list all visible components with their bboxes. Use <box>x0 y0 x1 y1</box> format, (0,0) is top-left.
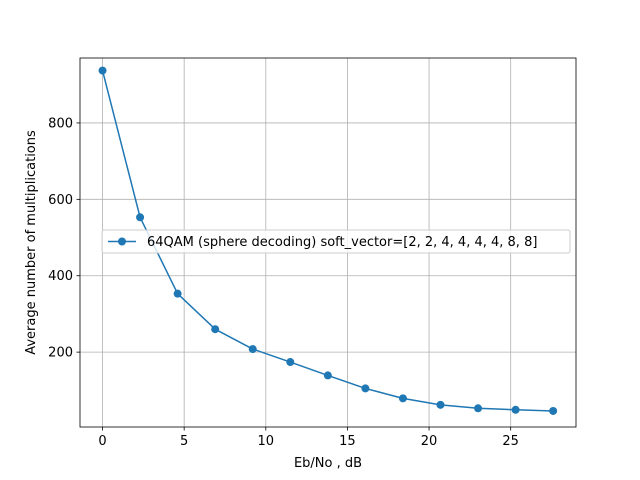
x-tick-label: 10 <box>258 434 275 449</box>
data-point <box>398 394 407 403</box>
x-tick-label: 20 <box>421 434 438 449</box>
data-point <box>436 400 445 409</box>
data-point <box>323 371 332 380</box>
x-tick-label: 5 <box>180 434 188 449</box>
data-point <box>98 66 107 75</box>
ticks: 0 5 10 15 20 25 200 400 600 800 <box>48 116 519 449</box>
y-tick-label: 600 <box>48 193 73 208</box>
y-tick-label: 400 <box>48 269 73 284</box>
y-tick-label: 200 <box>48 346 73 361</box>
data-point <box>173 289 182 298</box>
legend-marker <box>118 237 126 246</box>
data-point <box>248 345 257 354</box>
data-point <box>211 325 220 334</box>
x-tick-label: 25 <box>502 434 519 449</box>
data-point <box>136 213 145 222</box>
x-tick-label: 15 <box>339 434 356 449</box>
series-layer <box>98 66 558 415</box>
x-tick-label: 0 <box>98 434 106 449</box>
legend-box <box>101 229 571 254</box>
y-tick-label: 800 <box>48 116 73 131</box>
y-axis-label: Average number of multiplications <box>24 130 39 355</box>
legend: 64QAM (sphere decoding) soft_vector=[2, … <box>101 229 571 254</box>
data-point <box>511 405 520 414</box>
data-point <box>286 358 295 367</box>
legend-entry-label: 64QAM (sphere decoding) soft_vector=[2, … <box>147 235 537 250</box>
plot-frame <box>79 57 577 428</box>
data-point <box>549 406 558 415</box>
data-point <box>361 384 370 393</box>
x-axis-label: Eb/No , dB <box>294 456 362 471</box>
data-point <box>474 404 483 413</box>
